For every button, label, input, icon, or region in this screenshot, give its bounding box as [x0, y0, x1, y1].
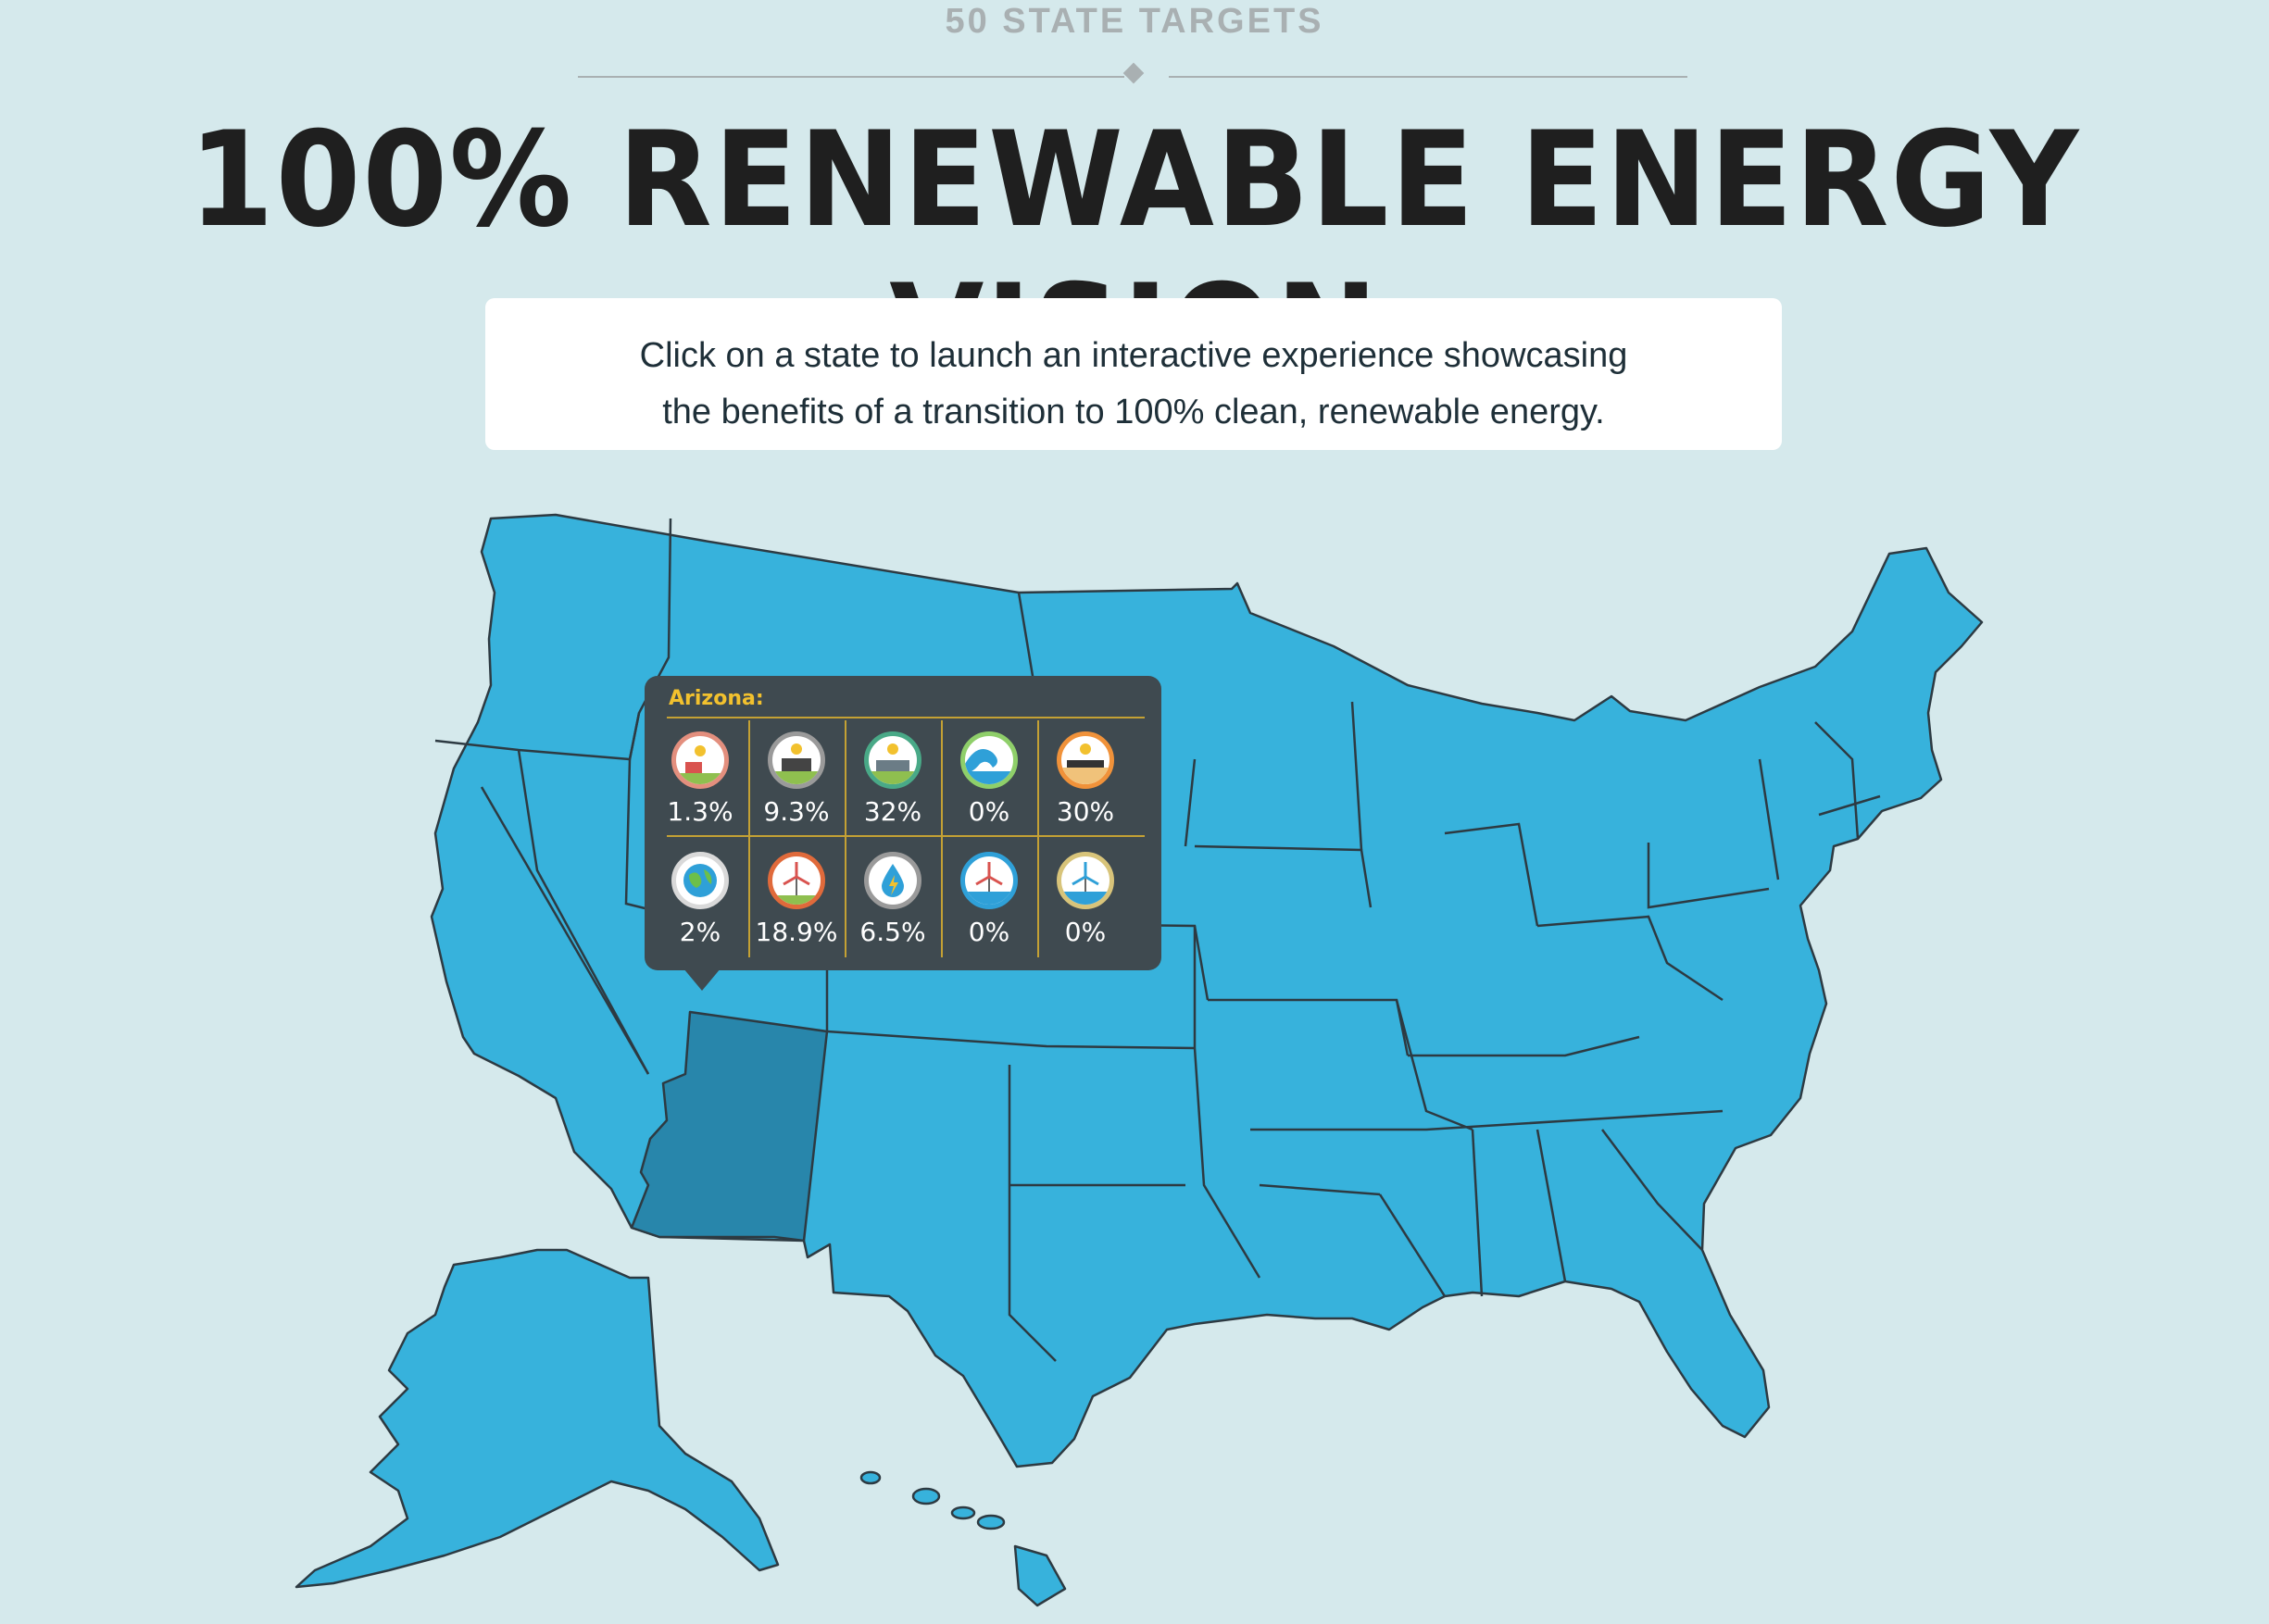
tooltip-divider-v4 [1037, 720, 1039, 957]
tooltip-cell: 30% [1037, 731, 1134, 827]
tooltip-value: 6.5% [859, 917, 926, 947]
tooltip-divider-middle [667, 835, 1145, 837]
tooltip-cell: 18.9% [748, 852, 845, 947]
intro-box: Click on a state to launch an interactiv… [485, 298, 1782, 450]
state-hawaii[interactable] [859, 1470, 1067, 1607]
state-alaska[interactable] [295, 1248, 780, 1589]
tooltip-cell: 1.3% [652, 731, 748, 827]
tooltip-cell: 0% [941, 852, 1037, 947]
tooltip-value: 2% [679, 917, 721, 947]
us-map [295, 513, 1984, 1607]
commercial-solar-icon [768, 731, 825, 789]
offshore-wind-icon [960, 852, 1018, 909]
tooltip-cell: 32% [845, 731, 941, 827]
solar-plant-icon [864, 731, 921, 789]
tooltip-value: 0% [1064, 917, 1107, 947]
tooltip-state-name: Arizona: [669, 687, 764, 710]
tooltip-cell: 0% [1037, 852, 1134, 947]
tooltip-value: 18.9% [755, 917, 838, 947]
divider-diamond [1122, 62, 1145, 84]
tooltip-value: 0% [968, 796, 1010, 827]
wave-energy-icon [960, 731, 1018, 789]
floating-wind-icon [1057, 852, 1114, 909]
geothermal-icon [671, 852, 729, 909]
tooltip-cell: 6.5% [845, 852, 941, 947]
eyebrow-label: 50 STATE TARGETS [945, 2, 1324, 41]
tooltip-pointer [683, 968, 721, 991]
residential-solar-icon [671, 731, 729, 789]
onshore-wind-icon [768, 852, 825, 909]
tooltip-value: 1.3% [667, 796, 733, 827]
tooltip-divider-v1 [748, 720, 750, 957]
state-tooltip: Arizona: 1.3% 9.3% 32% 0% 30% [645, 676, 1161, 991]
state-arizona[interactable] [630, 1010, 829, 1243]
tooltip-value: 9.3% [763, 796, 830, 827]
tooltip-divider-v3 [941, 720, 943, 957]
tooltip-divider-top [667, 717, 1145, 718]
tooltip-cell: 9.3% [748, 731, 845, 827]
tooltip-cell: 0% [941, 731, 1037, 827]
tooltip-value: 0% [968, 917, 1010, 947]
csp-solar-icon [1057, 731, 1114, 789]
tooltip-value: 32% [863, 796, 922, 827]
hydro-icon [864, 852, 921, 909]
tooltip-cell: 2% [652, 852, 748, 947]
divider-right [1169, 76, 1687, 78]
divider-left [578, 76, 1124, 78]
tooltip-divider-v2 [845, 720, 846, 957]
tooltip-value: 30% [1056, 796, 1115, 827]
